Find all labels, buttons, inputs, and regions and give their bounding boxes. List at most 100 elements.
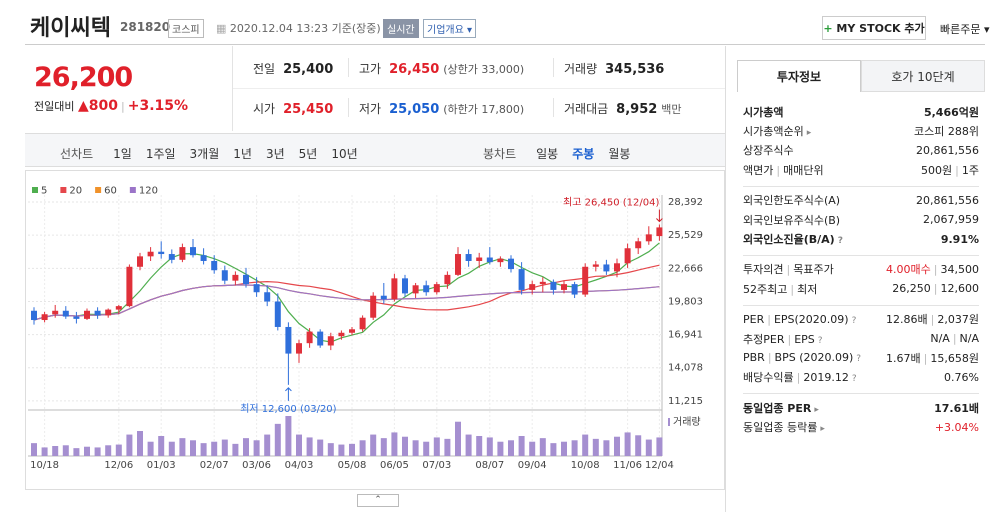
legend-swatch (129, 187, 136, 193)
row-label: 시가총액순위 (743, 125, 804, 139)
volume-bar (168, 441, 175, 456)
tab[interactable]: 주봉 (572, 147, 595, 161)
volume-bar (306, 437, 313, 456)
tab[interactable]: 1주일 (145, 147, 176, 161)
low-annotation: 최저 12,600 (03/20) (240, 403, 336, 415)
row-value: 15,658원 (930, 351, 979, 365)
tab[interactable]: 5년 (298, 147, 318, 161)
candle-body (274, 301, 281, 327)
quote-value: 8,952 (616, 102, 658, 117)
mystock-button[interactable]: + MY STOCK 추가 (822, 16, 926, 40)
candle-body (614, 263, 620, 272)
tab[interactable]: 3년 (265, 147, 285, 161)
side-tab[interactable]: 투자정보 (737, 60, 861, 92)
tab[interactable]: 일봉 (536, 147, 559, 161)
side-row: 추정PER | EPS? N/A | N/A (743, 329, 979, 348)
row-label: 추정PER (743, 332, 785, 346)
quick-order[interactable]: 빠른주문 ▾ (940, 23, 990, 36)
row-icon: ? (817, 335, 823, 346)
row-icon: ▸ (806, 128, 812, 139)
volume-bar (264, 434, 271, 456)
legend-swatch (95, 187, 102, 193)
candle-body (41, 314, 48, 321)
row-value: N/A (930, 332, 950, 346)
row-values: 20,861,556 (916, 144, 979, 157)
realtime-badge[interactable]: 실시간 (383, 19, 419, 38)
tab[interactable]: 1년 (233, 147, 252, 161)
row-label: 투자의견 (743, 263, 784, 277)
collapse-button[interactable]: ⌃ (357, 494, 399, 507)
quote-label: 전일 (253, 62, 276, 76)
x-tick-label: 06/05 (380, 460, 409, 471)
row-value: 코스피 288위 (914, 125, 979, 139)
candle-body (624, 248, 631, 264)
volume-bar (370, 434, 377, 456)
row-label: 동일업종 PER (743, 401, 812, 415)
change-rate: +3.15% (127, 98, 189, 114)
row-value: 500원 (921, 163, 953, 177)
candle-body (359, 317, 366, 330)
row-values: 12.86배 | 2,037원 (886, 311, 979, 327)
x-tick-label: 02/07 (200, 460, 229, 471)
quote-cell: 거래량 345,536 (553, 58, 664, 77)
volume-bar (614, 436, 620, 456)
candle-body (635, 241, 642, 249)
x-tick-label: 11/06 (613, 460, 642, 471)
volume-bar (476, 436, 483, 456)
line-tabs: 선차트 1일 1주일 3개월 1년 3년 5년 10년 (60, 143, 372, 162)
side-row: PER | EPS(2020.09)? 12.86배 | 2,037원 (743, 310, 979, 329)
volume-bar (592, 438, 599, 456)
row-label: EPS(2020.09) (773, 312, 849, 326)
row-labels: 추정PER | EPS? (743, 331, 823, 347)
candle-body (476, 257, 483, 261)
side-group: 동일업종 PER ▸ 17.61배 동일업종 등락률 ▸ +3.04% (743, 393, 979, 443)
candle-body (433, 284, 440, 293)
candle-body (380, 295, 387, 300)
divider (725, 46, 726, 512)
candle-body (317, 331, 324, 346)
overview-button[interactable]: 기업개요 ▾ (423, 19, 477, 38)
volume-bar (31, 443, 37, 456)
row-values: 코스피 288위 (914, 123, 979, 139)
row-icon: ? (856, 354, 862, 365)
legend-swatch (60, 187, 67, 193)
low-arrow (285, 387, 292, 401)
stock-name: 케이씨텍 (30, 16, 111, 41)
datetime-text: 2020.12.04 13:23 (229, 22, 329, 35)
row-label: 배당수익률 (743, 371, 794, 385)
volume-bar (497, 441, 504, 456)
side-row: 외국인보유주식수(B) 2,067,959 (743, 210, 979, 229)
chart-frame (25, 170, 725, 490)
row-values: 4.00매수 | 34,500 (886, 261, 979, 277)
volume-bar (338, 444, 345, 456)
volume-bar (508, 440, 514, 456)
x-tick-label: 12/06 (104, 460, 133, 471)
candle-body (84, 310, 90, 319)
volume-bar (243, 438, 249, 456)
candle-body (94, 310, 101, 316)
row-label: 외국인소진율(B/A) (743, 233, 835, 247)
tab[interactable]: 1일 (113, 147, 132, 161)
row-label: BPS (2020.09) (774, 351, 854, 365)
tab[interactable]: 3개월 (189, 147, 220, 161)
tab[interactable]: 월봉 (608, 147, 631, 161)
row-icon: ? (837, 236, 843, 247)
candle-body (73, 316, 80, 319)
candle-body (603, 264, 610, 272)
row-label: PBR (743, 351, 765, 365)
quote-value: 25,400 (283, 62, 334, 77)
volume-bar (115, 444, 122, 456)
side-tab[interactable]: 호가 10단계 (861, 60, 985, 92)
tab[interactable]: 10년 (331, 147, 358, 161)
row-value: +3.04% (934, 420, 979, 434)
quote-note: (하한가 17,800) (443, 103, 525, 116)
candle-body (592, 264, 599, 267)
candle-body (253, 284, 260, 293)
datetime: ▦ 2020.12.04 13:23 기준(장중) (216, 22, 381, 35)
chart: 28,392 25,529 22,666 19,803 16,941 14,078 11,2… (25, 170, 725, 490)
volume-bar (137, 431, 143, 456)
side-group: 시가총액 5,466억원 시가총액순위 ▸ 코스피 288위 상장주식수 20,861,55… (743, 98, 979, 186)
row-value: 17.61배 (934, 401, 979, 415)
volume-bar (253, 440, 260, 456)
